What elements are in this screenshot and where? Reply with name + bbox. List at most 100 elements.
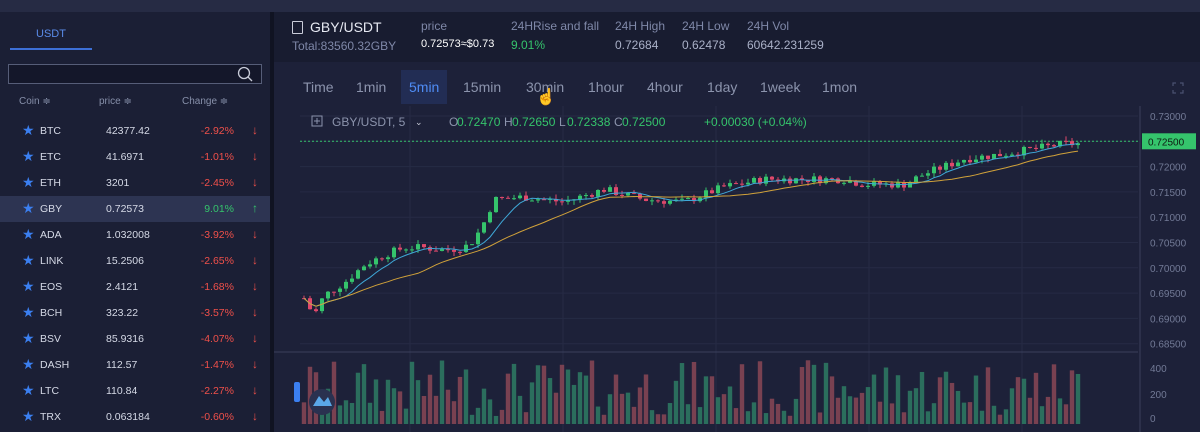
interval-1hour[interactable]: 1hour — [588, 79, 624, 95]
volume-bar — [367, 402, 373, 424]
candle-body — [716, 185, 720, 194]
interval-1mon[interactable]: 1mon — [822, 79, 858, 95]
cloud-icon — [313, 396, 332, 406]
candle-body — [776, 179, 780, 182]
star-icon[interactable]: ★ — [22, 330, 35, 346]
volume-bar — [703, 376, 709, 424]
coin-row-dash[interactable]: ★ DASH 112.57 -1.47% ↓ — [0, 352, 270, 378]
candle-body — [806, 179, 810, 182]
coin-row-bch[interactable]: ★ BCH 323.22 -3.57% ↓ — [0, 300, 270, 326]
star-icon[interactable]: ★ — [22, 356, 35, 372]
interval-1day[interactable]: 1day — [707, 79, 738, 95]
interval-1week[interactable]: 1week — [760, 79, 801, 95]
volume-bar — [385, 379, 391, 424]
star-icon[interactable]: ★ — [22, 174, 35, 190]
candle-body — [404, 249, 408, 251]
candle-body — [638, 193, 642, 199]
candle-body — [710, 190, 714, 194]
coin-row-link[interactable]: ★ LINK 15.2506 -2.65% ↓ — [0, 248, 270, 274]
star-icon[interactable]: ★ — [22, 226, 35, 242]
column-header-coin[interactable]: Coin ≑ — [19, 96, 51, 107]
candle-body — [644, 198, 648, 201]
search-input[interactable] — [8, 64, 262, 84]
volume-bar — [529, 382, 535, 424]
star-icon[interactable]: ★ — [22, 408, 35, 424]
search-icon[interactable] — [237, 66, 253, 82]
star-icon[interactable]: ★ — [22, 382, 35, 398]
tab-usdt[interactable]: USDT — [10, 26, 92, 50]
volume-bar — [853, 397, 859, 424]
coin-change: -2.27% — [200, 385, 234, 397]
volume-bar — [997, 414, 1003, 424]
volume-bar — [1057, 398, 1063, 424]
star-icon[interactable]: ★ — [22, 200, 35, 216]
price-axis-label: 0.69000 — [1150, 314, 1187, 325]
coin-symbol: BTC — [40, 125, 61, 137]
volume-bar — [667, 403, 673, 424]
candle-body — [686, 198, 690, 200]
coin-row-bsv[interactable]: ★ BSV 85.9316 -4.07% ↓ — [0, 326, 270, 352]
volume-bar — [439, 360, 445, 424]
candle-body — [944, 162, 948, 170]
volume-bar — [499, 409, 505, 424]
volume-bar — [673, 380, 679, 424]
volume-bar — [769, 398, 775, 424]
volume-bar — [541, 365, 547, 424]
coin-symbol: ETH — [40, 177, 61, 189]
interval-4hour[interactable]: 4hour — [647, 79, 683, 95]
coin-row-etc[interactable]: ★ ETC 41.6971 -1.01% ↓ — [0, 144, 270, 170]
volume-bar — [937, 377, 943, 424]
candle-body — [788, 178, 792, 184]
volume-bar — [847, 396, 853, 424]
interval-Time[interactable]: Time — [303, 79, 334, 95]
arrow-down-icon: ↓ — [252, 305, 258, 319]
candle-body — [698, 197, 702, 202]
column-header-change[interactable]: Change ≑ — [182, 96, 229, 107]
volume-bar — [445, 389, 451, 424]
interval-30min[interactable]: 30min — [526, 79, 565, 95]
fullscreen-icon[interactable] — [1172, 82, 1184, 94]
volume-bar — [901, 412, 907, 424]
candle-body — [302, 298, 306, 300]
star-icon[interactable]: ★ — [22, 278, 35, 294]
interval-15min[interactable]: 15min — [463, 79, 502, 95]
coin-row-gby[interactable]: ★ GBY 0.72573 9.01% ↑ — [0, 196, 270, 222]
candle-body — [542, 199, 546, 201]
chart-area: Time 1min 5min 15min 30min 1hour 4hour 1day 1wee… — [274, 62, 1200, 432]
candle-body — [482, 222, 486, 233]
column-header-price[interactable]: price ≑ — [99, 96, 132, 107]
moving-average-long — [303, 150, 1079, 307]
stat-label: 24H Low — [682, 19, 730, 33]
interval-5min[interactable]: 5min — [401, 70, 448, 104]
candle-body — [1016, 154, 1020, 156]
coin-row-ltc[interactable]: ★ LTC 110.84 -2.27% ↓ — [0, 378, 270, 404]
coin-row-eth[interactable]: ★ ETH 3201 -2.45% ↓ — [0, 170, 270, 196]
volume-bar — [655, 414, 661, 424]
volume-bar — [379, 410, 385, 424]
volume-bar — [613, 374, 619, 424]
coin-row-eos[interactable]: ★ EOS 2.4121 -1.68% ↓ — [0, 274, 270, 300]
star-icon[interactable]: ★ — [22, 122, 35, 138]
volume-bar — [733, 408, 739, 424]
legend-dropdown-icon: ⌄ — [415, 117, 423, 127]
candle-body — [746, 182, 750, 185]
coin-symbol: ETC — [40, 151, 61, 163]
price-axis-label: 0.70500 — [1150, 239, 1187, 250]
coin-symbol: LINK — [40, 255, 64, 267]
coin-row-btc[interactable]: ★ BTC 42377.42 -2.92% ↓ — [0, 118, 270, 144]
star-icon[interactable]: ★ — [22, 304, 35, 320]
volume-bar — [1051, 364, 1057, 424]
coin-symbol: TRX — [40, 411, 61, 423]
star-icon[interactable]: ★ — [22, 252, 35, 268]
star-icon[interactable]: ★ — [22, 148, 35, 164]
candle-body — [866, 185, 870, 187]
volume-bar — [913, 388, 919, 424]
coin-row-trx[interactable]: ★ TRX 0.063184 -0.60% ↓ — [0, 404, 270, 430]
volume-bar — [811, 364, 817, 424]
volume-bar — [583, 375, 589, 424]
candle-body — [968, 159, 972, 163]
interval-1min[interactable]: 1min — [356, 79, 387, 95]
candle-body — [1052, 145, 1056, 147]
pair-name: GBY/USDT — [310, 19, 382, 35]
coin-row-ada[interactable]: ★ ADA 1.032008 -3.92% ↓ — [0, 222, 270, 248]
